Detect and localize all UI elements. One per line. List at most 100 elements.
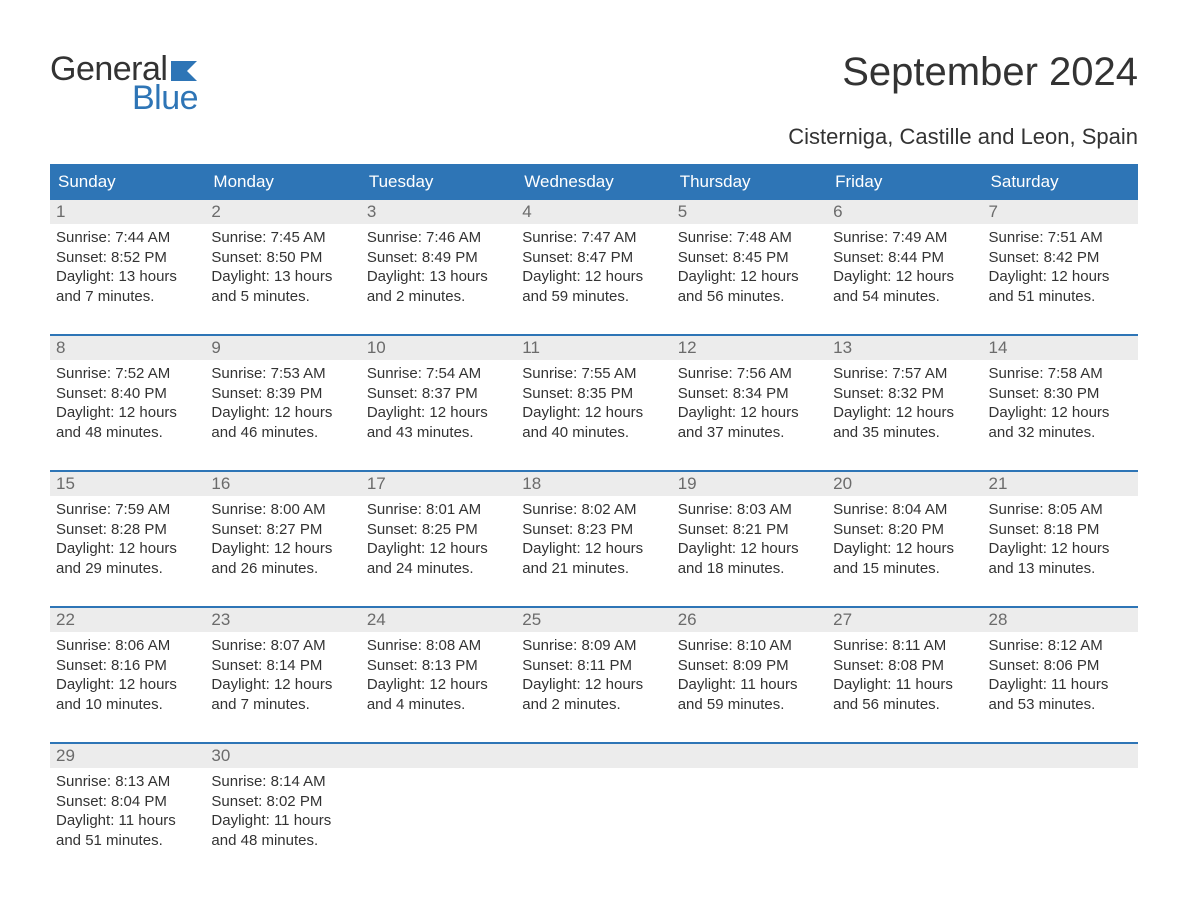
day-sunset: Sunset: 8:27 PM (211, 520, 354, 540)
day-number: 8 (50, 336, 205, 360)
day-daylight1: Daylight: 12 hours (56, 539, 199, 559)
day-sunset: Sunset: 8:40 PM (56, 384, 199, 404)
day-header: Sunday (50, 164, 205, 198)
day-number-empty (672, 744, 827, 768)
day-daylight2: and 2 minutes. (367, 287, 510, 307)
day-header: Tuesday (361, 164, 516, 198)
day-cell: 14Sunrise: 7:58 AMSunset: 8:30 PMDayligh… (983, 336, 1138, 442)
day-header: Thursday (672, 164, 827, 198)
day-sunset: Sunset: 8:42 PM (989, 248, 1132, 268)
day-cell: 17Sunrise: 8:01 AMSunset: 8:25 PMDayligh… (361, 472, 516, 578)
day-number: 30 (205, 744, 360, 768)
day-daylight2: and 46 minutes. (211, 423, 354, 443)
day-sunrise: Sunrise: 7:49 AM (833, 228, 976, 248)
day-content: Sunrise: 7:51 AMSunset: 8:42 PMDaylight:… (983, 224, 1138, 306)
day-cell: 9Sunrise: 7:53 AMSunset: 8:39 PMDaylight… (205, 336, 360, 442)
day-daylight1: Daylight: 12 hours (833, 403, 976, 423)
day-cell: 29Sunrise: 8:13 AMSunset: 8:04 PMDayligh… (50, 744, 205, 850)
day-cell: 5Sunrise: 7:48 AMSunset: 8:45 PMDaylight… (672, 200, 827, 306)
day-sunrise: Sunrise: 7:55 AM (522, 364, 665, 384)
day-number: 3 (361, 200, 516, 224)
day-sunrise: Sunrise: 8:13 AM (56, 772, 199, 792)
day-daylight2: and 40 minutes. (522, 423, 665, 443)
day-daylight1: Daylight: 12 hours (989, 267, 1132, 287)
day-content: Sunrise: 7:47 AMSunset: 8:47 PMDaylight:… (516, 224, 671, 306)
day-cell: 11Sunrise: 7:55 AMSunset: 8:35 PMDayligh… (516, 336, 671, 442)
day-daylight2: and 56 minutes. (833, 695, 976, 715)
day-daylight2: and 51 minutes. (56, 831, 199, 851)
day-daylight2: and 59 minutes. (522, 287, 665, 307)
day-sunset: Sunset: 8:18 PM (989, 520, 1132, 540)
day-number: 21 (983, 472, 1138, 496)
day-number: 9 (205, 336, 360, 360)
day-number: 7 (983, 200, 1138, 224)
day-daylight1: Daylight: 12 hours (56, 675, 199, 695)
day-content: Sunrise: 8:04 AMSunset: 8:20 PMDaylight:… (827, 496, 982, 578)
day-cell: 19Sunrise: 8:03 AMSunset: 8:21 PMDayligh… (672, 472, 827, 578)
day-cell: 30Sunrise: 8:14 AMSunset: 8:02 PMDayligh… (205, 744, 360, 850)
day-daylight2: and 4 minutes. (367, 695, 510, 715)
day-content: Sunrise: 7:56 AMSunset: 8:34 PMDaylight:… (672, 360, 827, 442)
day-sunrise: Sunrise: 7:44 AM (56, 228, 199, 248)
day-daylight1: Daylight: 12 hours (833, 539, 976, 559)
day-sunset: Sunset: 8:02 PM (211, 792, 354, 812)
day-content: Sunrise: 7:48 AMSunset: 8:45 PMDaylight:… (672, 224, 827, 306)
day-sunset: Sunset: 8:30 PM (989, 384, 1132, 404)
day-sunrise: Sunrise: 7:51 AM (989, 228, 1132, 248)
day-number: 12 (672, 336, 827, 360)
day-daylight2: and 29 minutes. (56, 559, 199, 579)
day-daylight1: Daylight: 12 hours (989, 403, 1132, 423)
day-content: Sunrise: 7:49 AMSunset: 8:44 PMDaylight:… (827, 224, 982, 306)
logo: General Blue (50, 50, 198, 118)
week-row: 15Sunrise: 7:59 AMSunset: 8:28 PMDayligh… (50, 470, 1138, 578)
day-daylight1: Daylight: 13 hours (367, 267, 510, 287)
day-daylight2: and 56 minutes. (678, 287, 821, 307)
day-cell: 3Sunrise: 7:46 AMSunset: 8:49 PMDaylight… (361, 200, 516, 306)
day-sunrise: Sunrise: 8:08 AM (367, 636, 510, 656)
day-content: Sunrise: 8:07 AMSunset: 8:14 PMDaylight:… (205, 632, 360, 714)
day-daylight2: and 15 minutes. (833, 559, 976, 579)
day-sunrise: Sunrise: 7:52 AM (56, 364, 199, 384)
day-daylight2: and 24 minutes. (367, 559, 510, 579)
day-number: 10 (361, 336, 516, 360)
day-sunrise: Sunrise: 7:57 AM (833, 364, 976, 384)
day-daylight2: and 53 minutes. (989, 695, 1132, 715)
day-daylight2: and 26 minutes. (211, 559, 354, 579)
day-sunset: Sunset: 8:52 PM (56, 248, 199, 268)
day-sunrise: Sunrise: 7:48 AM (678, 228, 821, 248)
day-sunrise: Sunrise: 8:07 AM (211, 636, 354, 656)
day-content: Sunrise: 7:57 AMSunset: 8:32 PMDaylight:… (827, 360, 982, 442)
day-cell: 6Sunrise: 7:49 AMSunset: 8:44 PMDaylight… (827, 200, 982, 306)
day-header: Friday (827, 164, 982, 198)
day-content: Sunrise: 7:44 AMSunset: 8:52 PMDaylight:… (50, 224, 205, 306)
day-daylight2: and 21 minutes. (522, 559, 665, 579)
day-sunset: Sunset: 8:20 PM (833, 520, 976, 540)
day-daylight2: and 32 minutes. (989, 423, 1132, 443)
day-number: 11 (516, 336, 671, 360)
day-daylight2: and 18 minutes. (678, 559, 821, 579)
day-content: Sunrise: 8:13 AMSunset: 8:04 PMDaylight:… (50, 768, 205, 850)
day-content: Sunrise: 7:58 AMSunset: 8:30 PMDaylight:… (983, 360, 1138, 442)
day-cell (672, 744, 827, 850)
day-content: Sunrise: 8:12 AMSunset: 8:06 PMDaylight:… (983, 632, 1138, 714)
day-sunrise: Sunrise: 8:04 AM (833, 500, 976, 520)
day-sunset: Sunset: 8:09 PM (678, 656, 821, 676)
day-sunset: Sunset: 8:06 PM (989, 656, 1132, 676)
day-sunrise: Sunrise: 8:01 AM (367, 500, 510, 520)
day-daylight2: and 51 minutes. (989, 287, 1132, 307)
day-cell: 28Sunrise: 8:12 AMSunset: 8:06 PMDayligh… (983, 608, 1138, 714)
day-number: 25 (516, 608, 671, 632)
week-row: 1Sunrise: 7:44 AMSunset: 8:52 PMDaylight… (50, 198, 1138, 306)
day-sunrise: Sunrise: 8:12 AM (989, 636, 1132, 656)
day-cell: 4Sunrise: 7:47 AMSunset: 8:47 PMDaylight… (516, 200, 671, 306)
day-daylight1: Daylight: 13 hours (56, 267, 199, 287)
day-cell: 25Sunrise: 8:09 AMSunset: 8:11 PMDayligh… (516, 608, 671, 714)
day-sunrise: Sunrise: 8:06 AM (56, 636, 199, 656)
day-content: Sunrise: 8:14 AMSunset: 8:02 PMDaylight:… (205, 768, 360, 850)
day-daylight1: Daylight: 12 hours (367, 675, 510, 695)
day-sunset: Sunset: 8:35 PM (522, 384, 665, 404)
day-content: Sunrise: 8:00 AMSunset: 8:27 PMDaylight:… (205, 496, 360, 578)
day-daylight1: Daylight: 12 hours (211, 403, 354, 423)
day-sunset: Sunset: 8:44 PM (833, 248, 976, 268)
day-content: Sunrise: 8:02 AMSunset: 8:23 PMDaylight:… (516, 496, 671, 578)
